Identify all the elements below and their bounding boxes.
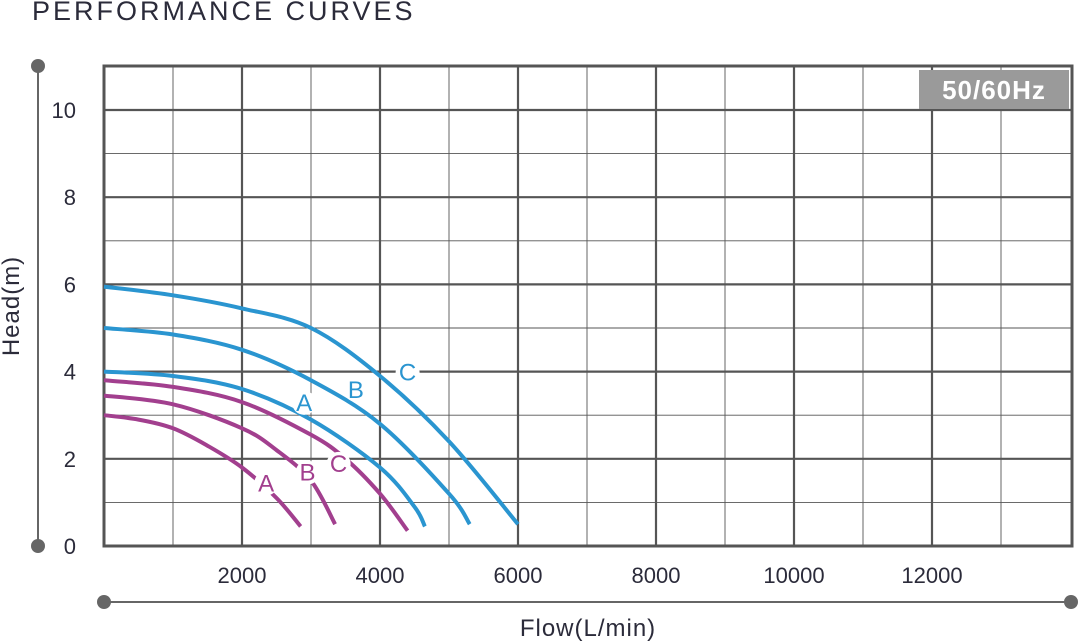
major-grid: [104, 66, 1072, 546]
frequency-badge-text: 50/60Hz: [942, 75, 1046, 105]
curve-purple-c: [103, 378, 410, 532]
frequency-badge-bg: [919, 70, 1069, 109]
minor-grid: [104, 66, 1072, 546]
curve-purple-a: [103, 413, 303, 528]
y-tick-label: 8: [64, 185, 76, 210]
curve-label-blue-b: B: [348, 377, 364, 404]
curve-label-bg: [295, 460, 320, 485]
x-axis-end-dot: [1064, 595, 1078, 609]
x-tick-label: 8000: [632, 563, 681, 588]
curve-label-bg: [395, 360, 420, 385]
curve-label-purple-c: C: [330, 451, 347, 478]
x-tick-label: 10000: [763, 563, 824, 588]
y-axis-end-dot: [31, 59, 45, 73]
y-tick-label: 4: [64, 360, 76, 385]
curve-blue-a: [103, 369, 427, 528]
y-axis-end-dot: [31, 539, 45, 553]
y-tick-label: 6: [64, 272, 76, 297]
y-axis-label: Head(m): [0, 256, 25, 356]
curve-label-purple-b: B: [300, 460, 316, 487]
series-labels: A BCA B C: [254, 359, 420, 498]
x-tick-label: 12000: [901, 563, 962, 588]
y-axis-line: [31, 59, 45, 553]
curve-label-bg: [326, 451, 351, 476]
x-tick-label: 2000: [218, 563, 267, 588]
curve-label-blue-c: C: [399, 359, 416, 386]
curve-blue-c: [103, 284, 520, 526]
x-axis-end-dot: [97, 595, 111, 609]
plot-frame: [102, 64, 1074, 548]
x-tick-label: 6000: [494, 563, 543, 588]
x-axis-line: [97, 595, 1078, 609]
y-tick-label: 2: [64, 447, 76, 472]
frequency-badge: 50/60Hz: [919, 70, 1069, 109]
curve-label-bg: [254, 471, 279, 496]
x-tick-labels: 2000 4000 6000 8000 10000 12000: [218, 563, 963, 588]
x-tick-label: 4000: [356, 563, 405, 588]
y-tick-label: 10: [52, 98, 76, 123]
y-tick-labels: 0 2 4 6 8 10: [52, 98, 76, 559]
curve-label-blue-a: A: [296, 390, 312, 417]
y-tick-label: 0: [64, 534, 76, 559]
curve-label-bg: [343, 377, 368, 402]
curve-label-purple-a: A: [258, 471, 274, 498]
curve-label-bg: [292, 390, 317, 415]
curve-blue-b: [103, 326, 472, 526]
page-title: PERFORMANCE CURVES: [32, 0, 416, 26]
x-axis-label: Flow(L/min): [520, 615, 656, 642]
